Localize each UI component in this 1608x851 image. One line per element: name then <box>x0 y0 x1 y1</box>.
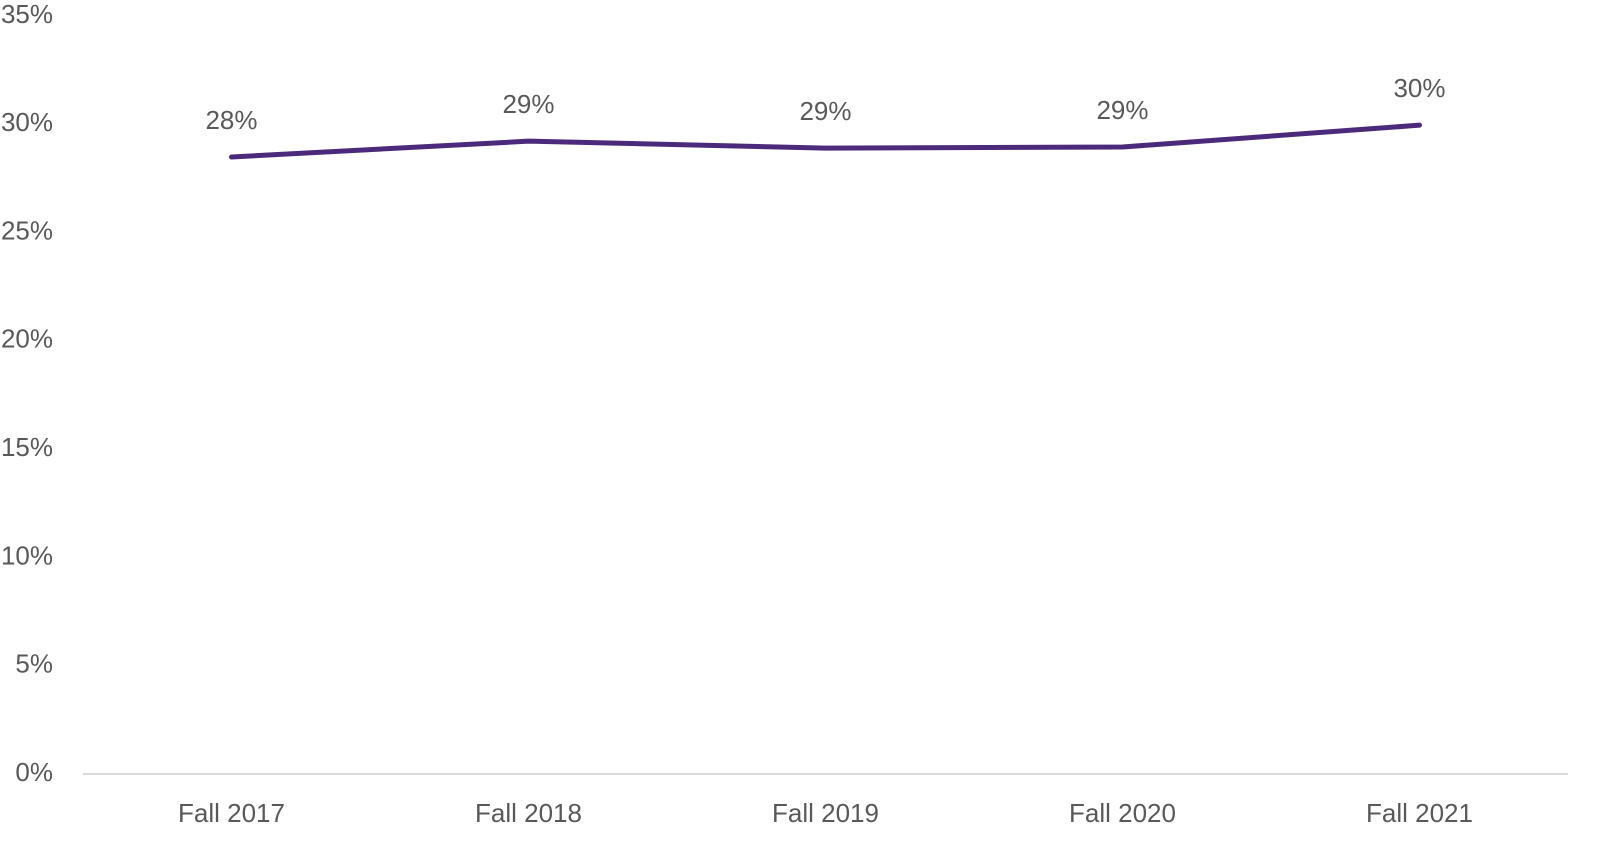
data-label: 28% <box>205 105 257 135</box>
y-tick-label: 5% <box>15 649 53 679</box>
data-label: 29% <box>799 96 851 126</box>
x-tick-label: Fall 2019 <box>772 798 879 828</box>
x-tick-label: Fall 2018 <box>475 798 582 828</box>
y-tick-label: 35% <box>1 0 53 29</box>
data-label: 30% <box>1393 73 1445 103</box>
x-tick-label: Fall 2020 <box>1069 798 1176 828</box>
y-tick-label: 20% <box>1 324 53 354</box>
x-tick-label: Fall 2021 <box>1366 798 1473 828</box>
y-tick-label: 15% <box>1 432 53 462</box>
y-tick-label: 30% <box>1 107 53 137</box>
y-tick-label: 25% <box>1 215 53 245</box>
data-label: 29% <box>502 89 554 119</box>
line <box>229 122 1422 160</box>
data-label: 29% <box>1096 95 1148 125</box>
y-tick-label: 0% <box>15 757 53 787</box>
y-tick-label: 10% <box>1 540 53 570</box>
x-tick-label: Fall 2017 <box>178 798 285 828</box>
